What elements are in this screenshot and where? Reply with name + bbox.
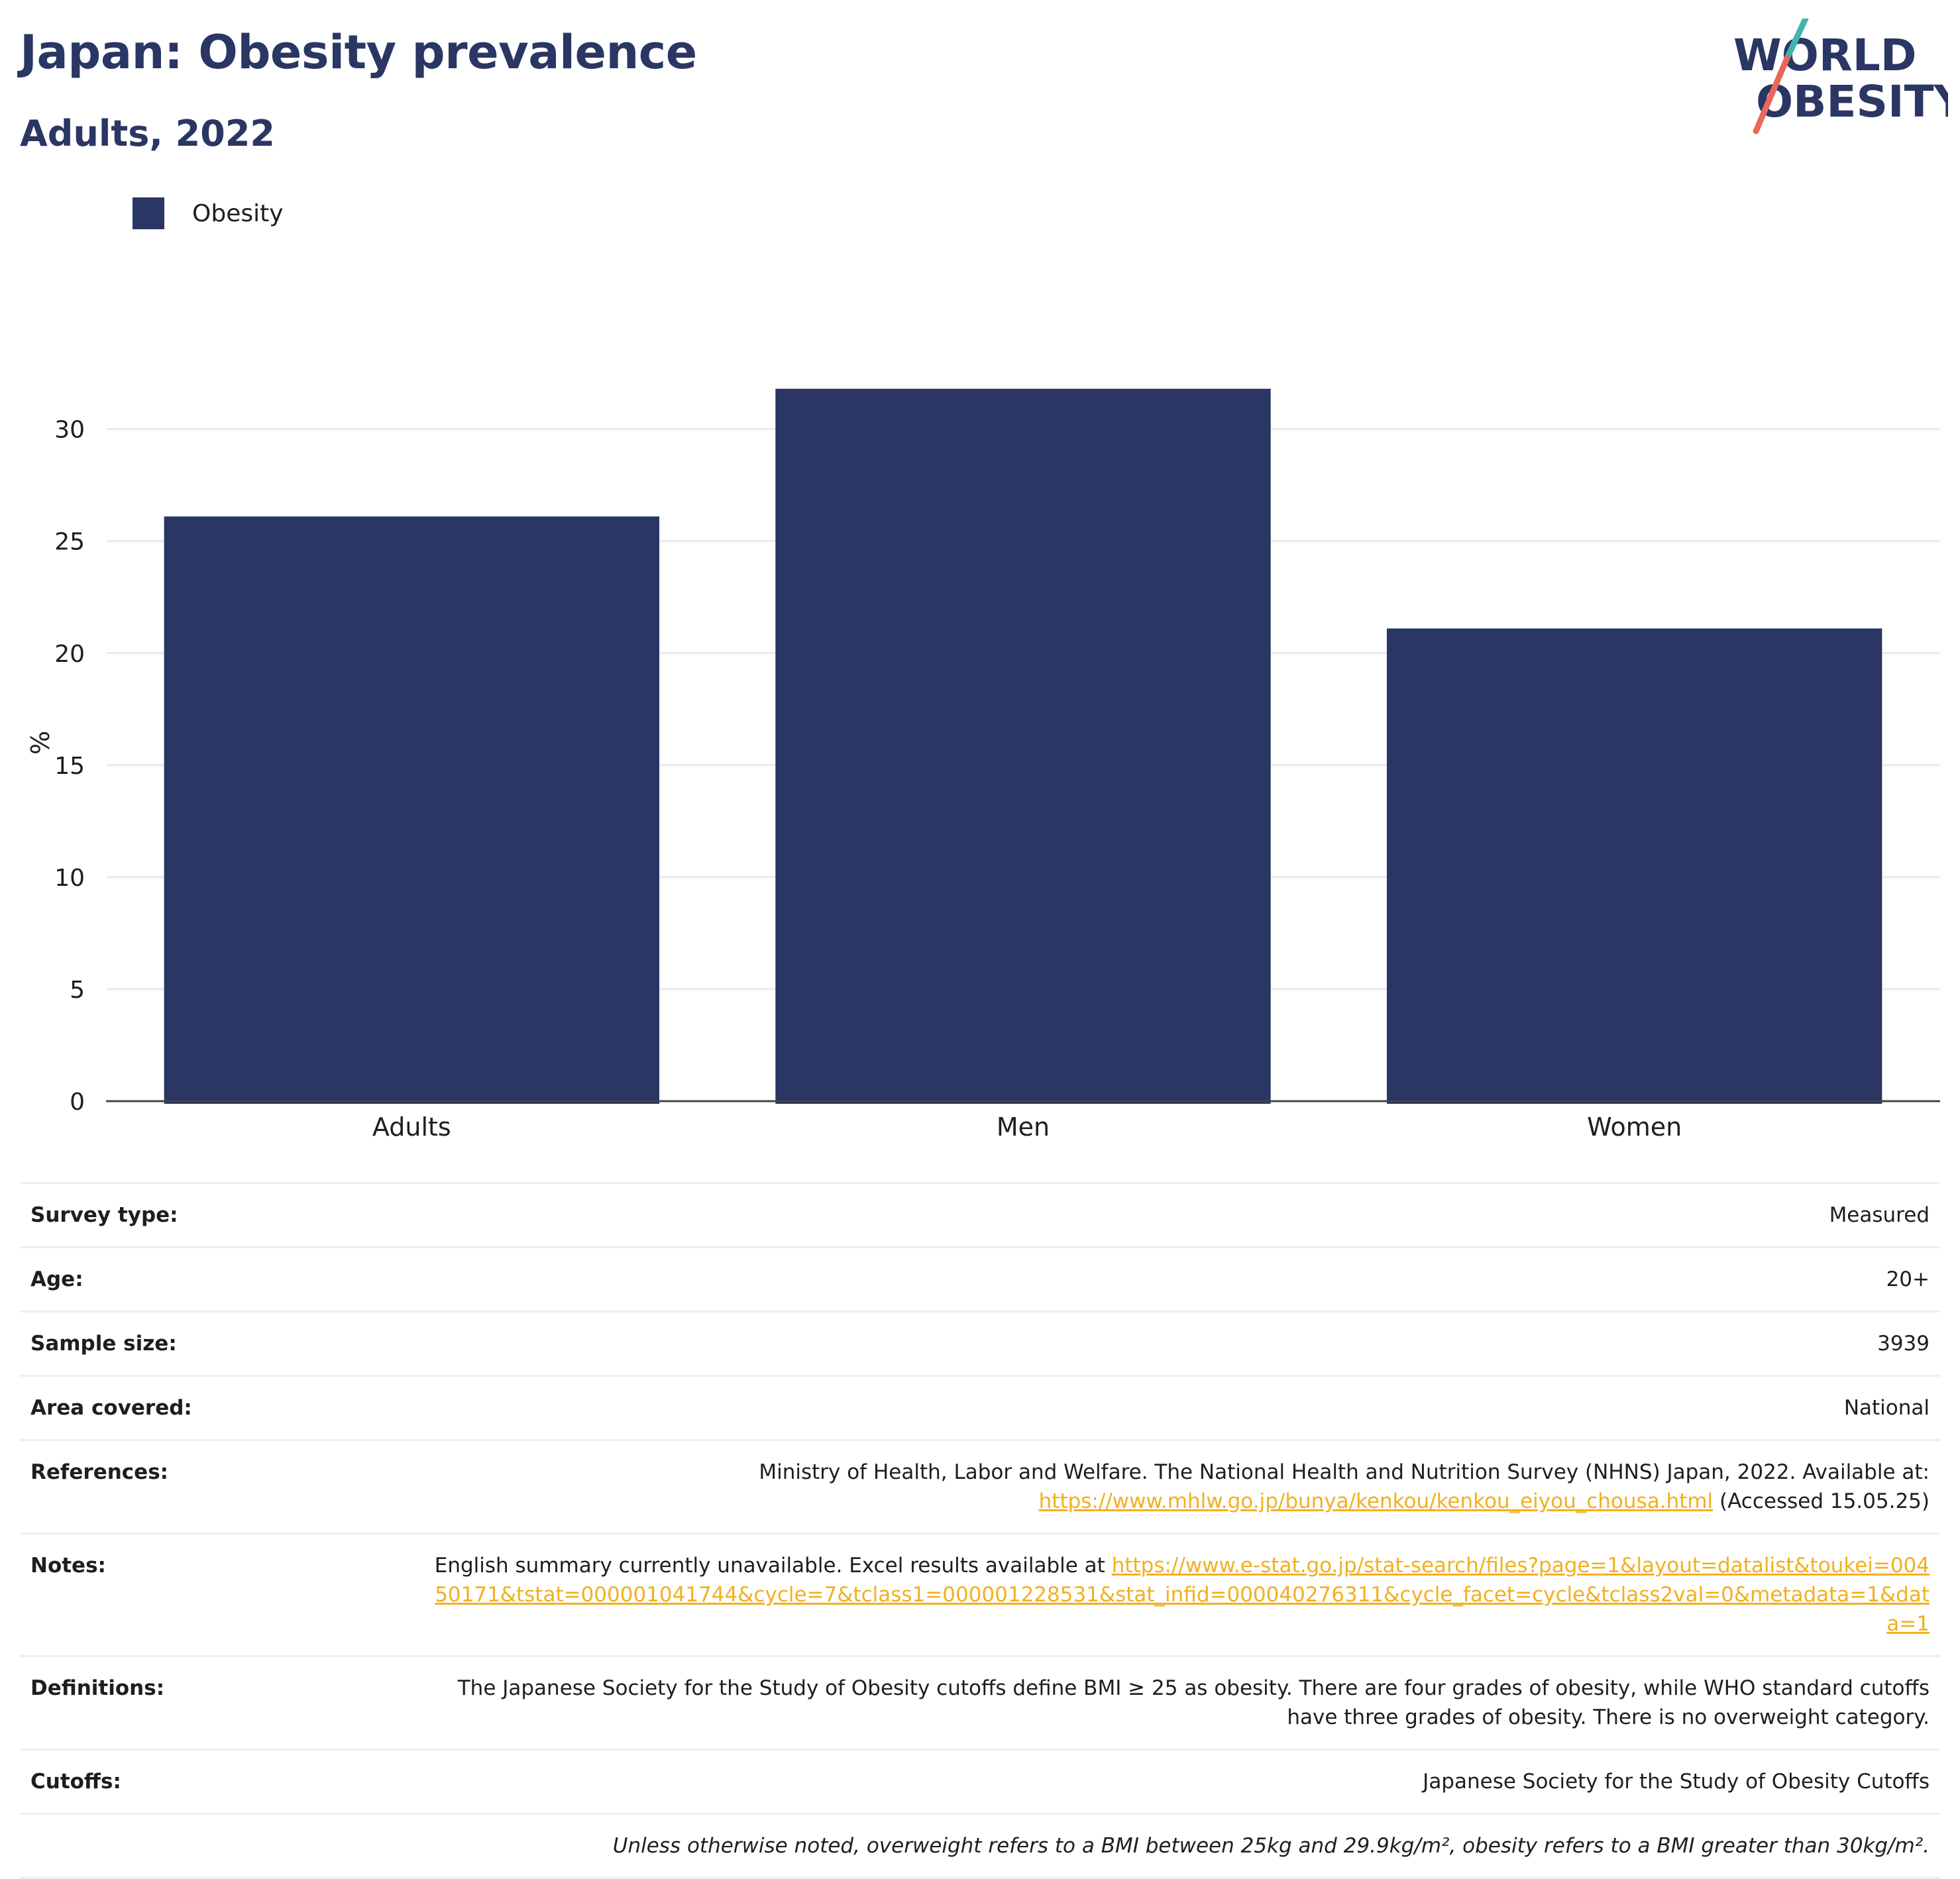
y-tick-label: 0 — [70, 1089, 85, 1116]
row-references: References: Ministry of Health, Labor an… — [20, 1439, 1940, 1534]
page-title: Japan: Obesity prevalence — [20, 25, 697, 80]
chart-legend[interactable]: Obesity — [133, 197, 284, 229]
area-covered-value: National — [412, 1375, 1940, 1440]
age-value: 20+ — [412, 1246, 1940, 1312]
references-value: Ministry of Health, Labor and Welfare. T… — [412, 1439, 1940, 1534]
y-tick-label: 30 — [54, 417, 85, 444]
survey-type-value: Measured — [412, 1182, 1940, 1248]
row-area-covered: Area covered: National — [20, 1375, 1940, 1440]
row-definitions: Definitions: The Japanese Society for th… — [20, 1655, 1940, 1750]
sample-size-label: Sample size: — [20, 1311, 412, 1376]
page-subtitle: Adults, 2022 — [20, 113, 275, 154]
definitions-label: Definitions: — [20, 1655, 412, 1750]
survey-details-table: Survey type: Measured Age: 20+ Sample si… — [20, 1182, 1940, 1879]
survey-type-label: Survey type: — [20, 1182, 412, 1248]
notes-label: Notes: — [20, 1532, 412, 1656]
bar-chart: 0 5 10 15 20 25 30% Adults Men Women — [26, 388, 1940, 1142]
x-tick-label: Adults — [372, 1112, 451, 1142]
world-obesity-logo: WORLD OBESITY — [1733, 19, 1948, 134]
definitions-value: The Japanese Society for the Study of Ob… — [412, 1655, 1940, 1750]
age-label: Age: — [20, 1246, 412, 1312]
logo-slash-red — [1753, 55, 1790, 134]
bar-women — [1386, 628, 1882, 1104]
references-label: References: — [20, 1439, 412, 1534]
y-tick-label: 5 — [70, 977, 85, 1004]
references-link[interactable]: https://www.mhlw.go.jp/bunya/kenkou/kenk… — [1038, 1489, 1714, 1513]
row-notes: Notes: English summary currently unavail… — [20, 1532, 1940, 1656]
notes-link[interactable]: https://www.e-stat.go.jp/stat-search/fil… — [435, 1554, 1930, 1636]
notes-value: English summary currently unavailable. E… — [412, 1532, 1940, 1656]
logo-text-world: WORLD — [1733, 30, 1917, 81]
y-tick-label: 25 — [54, 529, 85, 556]
row-age: Age: 20+ — [20, 1246, 1940, 1312]
logo-text-obesity: OBESITY — [1756, 76, 1948, 127]
notes-text: English summary currently unavailable. E… — [434, 1554, 1112, 1578]
row-footnote: Unless otherwise noted, overweight refer… — [20, 1813, 1940, 1879]
references-text: Ministry of Health, Labor and Welfare. T… — [759, 1460, 1930, 1484]
sample-size-value: 3939 — [412, 1311, 1940, 1376]
y-tick-label: 10 — [54, 865, 85, 892]
y-axis-title: % — [26, 731, 55, 755]
row-sample-size: Sample size: 3939 — [20, 1311, 1940, 1376]
bar-men — [775, 388, 1271, 1104]
bmi-footnote: Unless otherwise noted, overweight refer… — [20, 1813, 1940, 1879]
y-tick-label: 20 — [54, 641, 85, 668]
row-survey-type: Survey type: Measured — [20, 1182, 1940, 1248]
bar-adults — [164, 516, 660, 1104]
area-covered-label: Area covered: — [20, 1375, 412, 1440]
row-cutoffs: Cutoffs: Japanese Society for the Study … — [20, 1748, 1940, 1814]
x-tick-label: Men — [997, 1112, 1050, 1142]
x-tick-label: Women — [1587, 1112, 1682, 1142]
cutoffs-value: Japanese Society for the Study of Obesit… — [412, 1748, 1940, 1814]
y-tick-label: 15 — [54, 753, 85, 780]
cutoffs-label: Cutoffs: — [20, 1748, 412, 1814]
legend-label: Obesity — [192, 199, 284, 227]
logo-slash-teal — [1784, 19, 1809, 62]
legend-swatch — [133, 197, 164, 229]
references-accessed: (Accessed 15.05.25) — [1713, 1489, 1930, 1513]
